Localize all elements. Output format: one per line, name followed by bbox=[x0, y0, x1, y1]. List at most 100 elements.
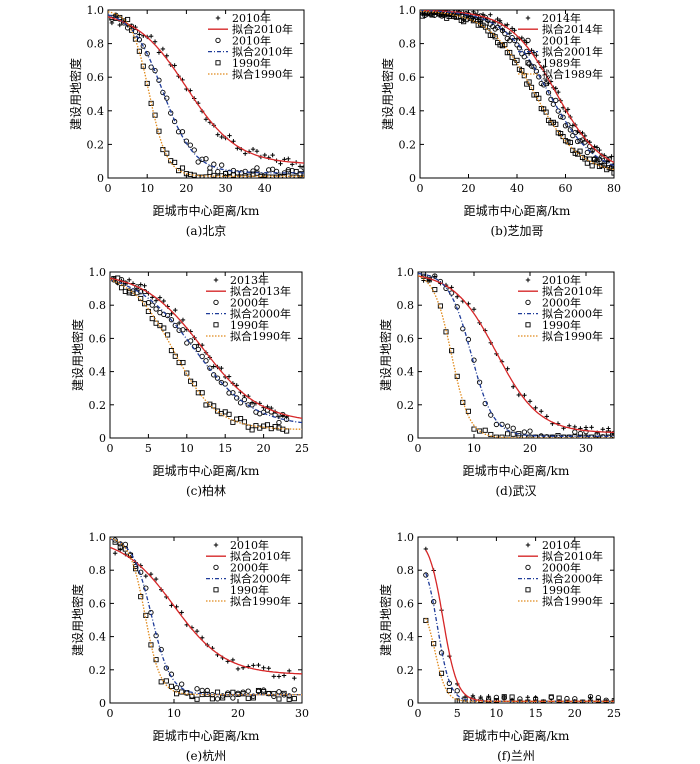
x-axis-label: 距城市中心距离/km bbox=[464, 203, 571, 218]
data-point-plus bbox=[539, 409, 544, 414]
data-point-plus bbox=[565, 107, 571, 112]
fit-curve bbox=[108, 11, 304, 177]
data-point-plus bbox=[567, 423, 572, 428]
data-point-circle bbox=[172, 322, 178, 329]
data-point-square bbox=[572, 699, 578, 703]
data-point-circle bbox=[587, 694, 594, 700]
legend-label: 拟合2000年 bbox=[230, 572, 291, 586]
data-point-plus bbox=[297, 164, 303, 169]
legend-marker-circle bbox=[215, 37, 221, 44]
legend-label: 2010年 bbox=[232, 11, 271, 25]
data-point-square bbox=[289, 174, 295, 178]
y-tick-label: 0.4 bbox=[87, 105, 105, 118]
data-point-plus bbox=[219, 134, 224, 140]
data-point-circle bbox=[605, 434, 612, 438]
data-point-plus bbox=[270, 152, 275, 158]
data-point-square bbox=[230, 689, 236, 695]
data-point-square bbox=[125, 16, 131, 23]
fit-curve bbox=[108, 16, 304, 164]
y-tick-label: 0 bbox=[407, 697, 414, 710]
data-point-square bbox=[255, 687, 262, 694]
data-point-square bbox=[488, 431, 494, 438]
data-point-square bbox=[293, 168, 299, 175]
data-point-plus bbox=[254, 149, 260, 154]
data-point-plus bbox=[227, 133, 232, 138]
legend-marker-plus bbox=[525, 277, 531, 283]
y-tick-label: 0.8 bbox=[89, 299, 107, 312]
data-point-square bbox=[163, 678, 169, 684]
y-tick-label: 0.2 bbox=[87, 138, 105, 151]
data-point-plus bbox=[152, 39, 158, 44]
data-point-plus bbox=[600, 427, 605, 432]
data-point-square bbox=[112, 539, 118, 545]
data-point-square bbox=[567, 139, 573, 145]
legend-marker-circle bbox=[213, 564, 219, 571]
y-tick-label: 0.6 bbox=[89, 332, 107, 345]
legend-label: 2010年 bbox=[542, 538, 581, 552]
data-point-circle bbox=[595, 695, 601, 701]
fit-curve bbox=[418, 275, 614, 434]
data-point-circle bbox=[431, 599, 437, 605]
y-tick-label: 0.6 bbox=[87, 71, 105, 84]
data-point-square bbox=[226, 411, 232, 417]
data-point-square bbox=[240, 691, 246, 697]
data-point-circle bbox=[560, 114, 566, 120]
y-axis-label: 建设用地密度 bbox=[68, 58, 83, 130]
x-tick-label: 0 bbox=[415, 442, 422, 455]
data-point-circle bbox=[254, 165, 260, 171]
data-point-circle bbox=[180, 327, 186, 333]
x-tick-label: 10 bbox=[489, 707, 503, 720]
fit-curve bbox=[110, 537, 302, 696]
data-point-plus bbox=[471, 307, 477, 312]
data-point-circle bbox=[454, 688, 460, 694]
y-tick-label: 1.0 bbox=[397, 531, 415, 544]
data-point-square bbox=[507, 49, 513, 56]
data-point-square bbox=[611, 699, 614, 703]
legend-label: 拟合2010年 bbox=[542, 549, 603, 563]
data-point-plus bbox=[199, 635, 205, 640]
data-point-circle bbox=[553, 97, 559, 104]
data-point-circle bbox=[241, 397, 248, 403]
data-point-square bbox=[502, 41, 508, 48]
data-point-plus bbox=[215, 132, 220, 137]
data-point-circle bbox=[460, 326, 466, 332]
fit-curve bbox=[110, 538, 302, 696]
data-point-plus bbox=[180, 317, 186, 323]
data-point-square bbox=[514, 57, 520, 63]
data-point-square bbox=[449, 348, 455, 354]
legend-label: 拟合2010年 bbox=[230, 549, 291, 563]
panel-caption: (f)兰州 bbox=[497, 749, 535, 763]
y-tick-label: 0 bbox=[407, 432, 414, 445]
fit-curve bbox=[110, 279, 302, 424]
data-point-plus bbox=[276, 674, 282, 679]
data-point-square bbox=[603, 699, 609, 703]
data-point-circle bbox=[577, 138, 583, 144]
data-point-square bbox=[594, 432, 600, 438]
data-point-plus bbox=[118, 547, 123, 552]
data-point-plus bbox=[148, 34, 154, 39]
data-point-square bbox=[168, 348, 174, 354]
x-tick-label: 30 bbox=[295, 707, 309, 720]
data-point-circle bbox=[560, 434, 567, 438]
data-point-square bbox=[454, 373, 460, 379]
data-point-square bbox=[138, 295, 144, 302]
x-tick-label: 0 bbox=[107, 442, 114, 455]
y-tick-label: 0.6 bbox=[397, 332, 415, 345]
plot-frame bbox=[107, 9, 305, 179]
data-point-square bbox=[509, 54, 515, 60]
data-point-square bbox=[160, 147, 166, 153]
data-point-circle bbox=[286, 693, 292, 699]
y-tick-label: 0.4 bbox=[397, 366, 415, 379]
data-point-plus bbox=[570, 123, 575, 128]
y-tick-label: 0.4 bbox=[399, 105, 417, 118]
data-point-plus bbox=[478, 694, 483, 700]
data-point-square bbox=[250, 695, 256, 701]
data-point-square bbox=[264, 422, 270, 428]
data-point-square bbox=[172, 353, 178, 359]
legend-label: 2013年 bbox=[230, 273, 269, 287]
data-point-square bbox=[605, 430, 611, 436]
